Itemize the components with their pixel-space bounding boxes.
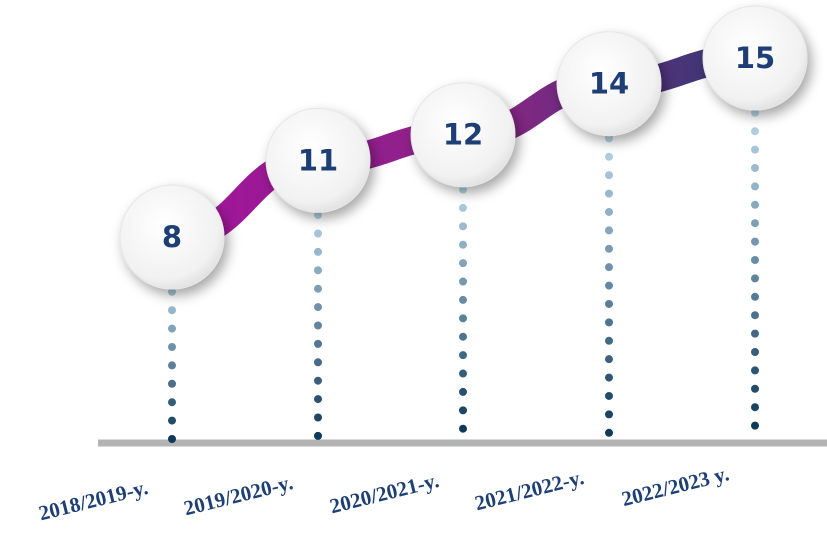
category-label: 2018/2019-y. bbox=[36, 475, 150, 525]
drop-dot bbox=[605, 189, 613, 198]
category-labels: 2018/2019-y. 2019/2020-y. 2020/2021-y. 2021… bbox=[36, 461, 731, 525]
data-marker-4: 14 bbox=[556, 31, 662, 137]
drop-dot bbox=[314, 321, 322, 330]
drop-dot bbox=[314, 211, 322, 220]
drop-dot bbox=[168, 306, 176, 315]
drop-dot bbox=[605, 171, 613, 180]
drop-dot bbox=[605, 428, 613, 437]
category-label: 2019/2020-y. bbox=[181, 470, 295, 520]
drop-dot bbox=[314, 284, 322, 293]
drop-dot bbox=[314, 413, 322, 422]
drop-dot bbox=[605, 391, 613, 400]
drop-dot bbox=[751, 200, 759, 209]
drop-dot bbox=[751, 219, 759, 228]
drop-dot bbox=[751, 127, 759, 136]
drop-dot bbox=[605, 410, 613, 419]
drop-dot bbox=[751, 421, 759, 430]
marker-circle bbox=[556, 31, 662, 137]
data-label-value: 15 bbox=[735, 41, 775, 75]
drop-line-5 bbox=[751, 72, 759, 430]
category-label: 2022/2023 y. bbox=[619, 461, 731, 511]
category-label: 2021/2022-y. bbox=[472, 465, 586, 515]
drop-dot bbox=[605, 134, 613, 143]
drop-dot bbox=[314, 431, 322, 440]
drop-dot bbox=[751, 182, 759, 191]
drop-dot bbox=[168, 379, 176, 388]
data-label-value: 12 bbox=[443, 118, 483, 152]
drop-dot bbox=[751, 108, 759, 117]
drop-dot bbox=[605, 244, 613, 253]
drop-dot bbox=[751, 366, 759, 375]
drop-dot bbox=[168, 416, 176, 425]
drop-dot bbox=[459, 185, 467, 194]
drop-dot bbox=[168, 343, 176, 351]
data-markers: 8 11 12 14 15 bbox=[119, 5, 808, 290]
drop-dot bbox=[314, 229, 322, 238]
drop-dot bbox=[605, 152, 613, 161]
drop-dot bbox=[605, 336, 613, 345]
data-label-value: 14 bbox=[589, 67, 629, 101]
drop-dot bbox=[605, 373, 613, 382]
drop-dot bbox=[314, 339, 322, 348]
marker-circle bbox=[702, 5, 808, 111]
drop-dot bbox=[459, 406, 467, 415]
drop-dot bbox=[168, 324, 176, 333]
drop-dot bbox=[605, 299, 613, 308]
drop-dot bbox=[459, 259, 467, 268]
drop-dot bbox=[459, 387, 467, 396]
category-label: 2020/2021-y. bbox=[327, 468, 441, 518]
data-label-value: 11 bbox=[298, 143, 338, 177]
drop-dot bbox=[605, 226, 613, 235]
drop-dot bbox=[751, 384, 759, 393]
drop-dot bbox=[314, 247, 322, 256]
drop-dot bbox=[751, 145, 759, 154]
drop-dot bbox=[314, 376, 322, 385]
drop-dot bbox=[168, 398, 176, 407]
marker-circle bbox=[265, 107, 371, 213]
drop-dot bbox=[751, 403, 759, 412]
drop-dot bbox=[459, 332, 467, 341]
drop-dot bbox=[751, 292, 759, 301]
data-marker-5: 15 bbox=[702, 5, 808, 111]
drop-dot bbox=[751, 164, 759, 173]
drop-dot bbox=[459, 369, 467, 378]
drop-dot bbox=[751, 329, 759, 338]
drop-dot bbox=[605, 281, 613, 290]
data-label-value: 8 bbox=[162, 220, 182, 254]
drop-dot bbox=[459, 295, 467, 304]
data-marker-2: 11 bbox=[265, 107, 371, 213]
drop-dot bbox=[168, 287, 176, 296]
drop-line-4 bbox=[605, 97, 613, 437]
drop-line-3 bbox=[459, 148, 467, 433]
data-marker-1: 8 bbox=[119, 184, 225, 290]
drop-line-2 bbox=[314, 174, 322, 440]
data-marker-3: 12 bbox=[410, 82, 516, 188]
drop-dot bbox=[751, 274, 759, 283]
drop-dot bbox=[314, 358, 322, 367]
drop-dot bbox=[605, 263, 613, 272]
drop-dot bbox=[605, 355, 613, 364]
drop-dot bbox=[168, 361, 176, 370]
drop-dot bbox=[605, 207, 613, 216]
drop-dot bbox=[459, 222, 467, 231]
drop-dot bbox=[459, 424, 467, 433]
drop-dot bbox=[605, 318, 613, 327]
drop-dot bbox=[314, 395, 322, 404]
drop-dot bbox=[459, 277, 467, 286]
drop-dot bbox=[459, 351, 467, 360]
drop-dot bbox=[751, 237, 759, 246]
drop-dot bbox=[751, 256, 759, 265]
drop-dot bbox=[751, 311, 759, 320]
marker-circle bbox=[119, 184, 225, 290]
drop-dot bbox=[314, 266, 322, 275]
drop-dot bbox=[751, 348, 759, 357]
drop-dot bbox=[168, 435, 176, 443]
drop-dot bbox=[314, 303, 322, 312]
drop-dot bbox=[459, 314, 467, 323]
marker-circle bbox=[410, 82, 516, 188]
drop-line-1 bbox=[168, 251, 176, 443]
drop-dot bbox=[459, 203, 467, 212]
drop-dot bbox=[459, 240, 467, 249]
